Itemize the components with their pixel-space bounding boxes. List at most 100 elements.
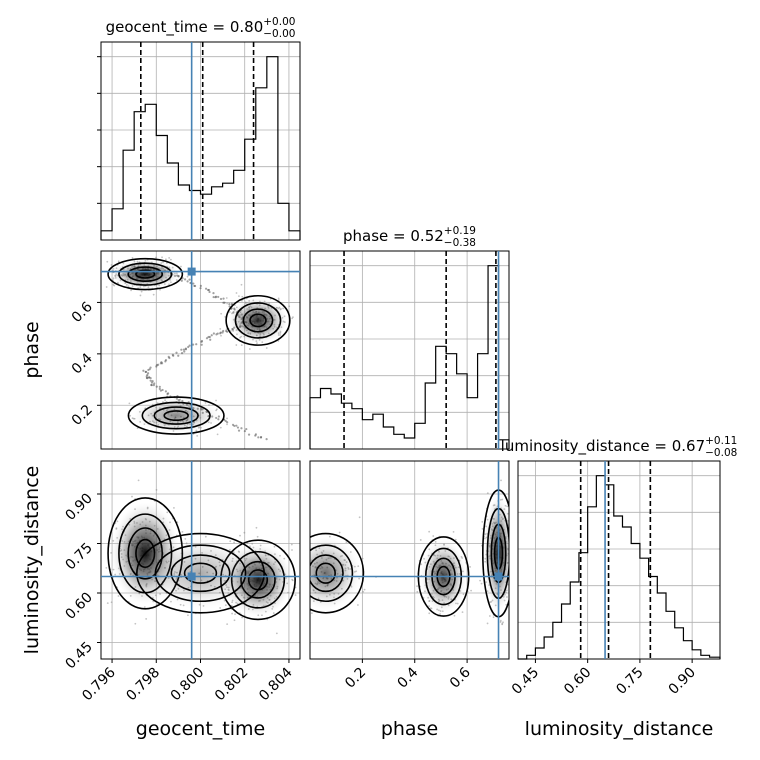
scatter-point (513, 537, 515, 539)
scatter-point (129, 414, 132, 417)
scatter-point (164, 258, 167, 261)
scatter-point (277, 299, 280, 301)
truth-marker (494, 572, 503, 581)
contour-level-3 (135, 269, 156, 279)
scatter-point (136, 427, 139, 430)
scatter-point (180, 279, 183, 282)
xtick-label-phase: 0.2 (342, 665, 369, 692)
panel-geocent_time-phase-density (105, 256, 294, 441)
scatter-point (130, 289, 132, 292)
ytick-label-phase: 0.4 (69, 350, 96, 377)
scatter-point (166, 511, 169, 514)
panel-geocent_time-luminosity_distance-density (89, 479, 297, 635)
scatter-point (243, 531, 246, 534)
scatter-point (226, 623, 229, 625)
scatter-point (208, 290, 211, 294)
scatter-point (361, 557, 364, 560)
scatter-point (200, 340, 203, 343)
scatter-point (514, 568, 516, 570)
scatter-point (345, 541, 348, 544)
scatter-point (511, 546, 513, 548)
scatter-point (219, 297, 223, 301)
title-plus: +0.00 (263, 16, 295, 28)
scatter-point (454, 538, 457, 541)
hist-phase-frame (309, 250, 510, 450)
hist-phase-grid (310, 251, 509, 449)
ytick-label-luminosity_distance: 0.90 (62, 491, 95, 524)
scatter-point (516, 577, 518, 579)
scatter-point (511, 591, 513, 593)
scatter-point (220, 334, 222, 337)
xtick-label-geocent_time: 0.798 (123, 665, 163, 705)
panel-geocent_time-phase-frame (100, 250, 301, 450)
scatter-point (196, 434, 199, 437)
scatter-point (304, 586, 306, 588)
scatter-point (155, 256, 157, 259)
contour-level-0 (127, 396, 225, 435)
xtick-label-luminosity_distance: 0.60 (561, 665, 594, 698)
scatter-point (470, 589, 472, 592)
scatter-point (512, 516, 514, 518)
scatter-point (137, 479, 140, 482)
scatter-point (509, 512, 511, 514)
text-layer: geocent_time = 0.80+0.00 −0.00 phase = 0.5… (21, 16, 737, 740)
contour-level-3 (183, 562, 218, 584)
hist-title-phase: phase = 0.52+0.19 −0.38 (343, 225, 476, 249)
scatter-point (191, 343, 195, 346)
hist-geocent_time-frame (100, 41, 301, 241)
scatter-point (128, 402, 131, 405)
scatter-point (167, 355, 170, 358)
scatter-point (303, 590, 305, 592)
density-blob (142, 536, 259, 610)
yaxis-label-luminosity_distance: luminosity_distance (21, 466, 43, 655)
scatter-point (217, 295, 220, 299)
xtick-label-geocent_time: 0.802 (212, 665, 252, 705)
contour-level-0 (136, 532, 265, 614)
scatter-point (131, 495, 133, 498)
contour-level-1 (118, 262, 173, 286)
scatter-point (420, 563, 423, 566)
scatter-point (306, 559, 308, 561)
scatter-point (230, 302, 234, 305)
scatter-point (231, 612, 234, 615)
scatter-point (272, 612, 275, 614)
truth-marker (187, 572, 196, 581)
scatter-point (240, 283, 243, 286)
scatter-point (180, 265, 182, 268)
contour-level-2 (127, 266, 164, 283)
ytick-label-phase: 0.2 (69, 402, 96, 429)
scatter-point (228, 305, 231, 308)
scatter-point (416, 590, 419, 593)
scatter-point (489, 601, 491, 604)
scatter-point (301, 568, 303, 570)
xaxis-label-geocent_time: geocent_time (136, 718, 265, 740)
scatter-point (188, 344, 191, 347)
scatter-point (209, 338, 212, 341)
scatter-point (134, 622, 137, 625)
scatter-point (89, 575, 91, 577)
scatter-point (292, 316, 294, 319)
scatter-point (145, 618, 148, 620)
scatter-point (307, 599, 309, 601)
scatter-point (149, 379, 152, 382)
density-blob (132, 398, 220, 433)
xtick-label-phase: 0.6 (447, 664, 474, 691)
scatter-point (219, 328, 222, 330)
density-blob (310, 536, 361, 610)
scatter-point (511, 529, 513, 531)
ytick-label-luminosity_distance: 0.60 (62, 590, 95, 623)
scatter-point (226, 417, 228, 420)
scatter-point (226, 421, 229, 424)
scatter-point (150, 384, 153, 387)
scatter-point (428, 605, 430, 608)
scatter-point (305, 568, 307, 570)
scatter-point (239, 534, 241, 537)
scatter-point (500, 479, 502, 482)
scatter-point (145, 375, 148, 378)
contour-level-3 (249, 313, 267, 328)
scatter-point (512, 528, 514, 530)
panel-phase-luminosity_distance-density (301, 479, 518, 626)
scatter-point (205, 337, 209, 340)
hist-title-luminosity_distance: luminosity_distance = 0.67+0.11 −0.08 (501, 435, 738, 459)
contour-level-3 (163, 410, 189, 422)
